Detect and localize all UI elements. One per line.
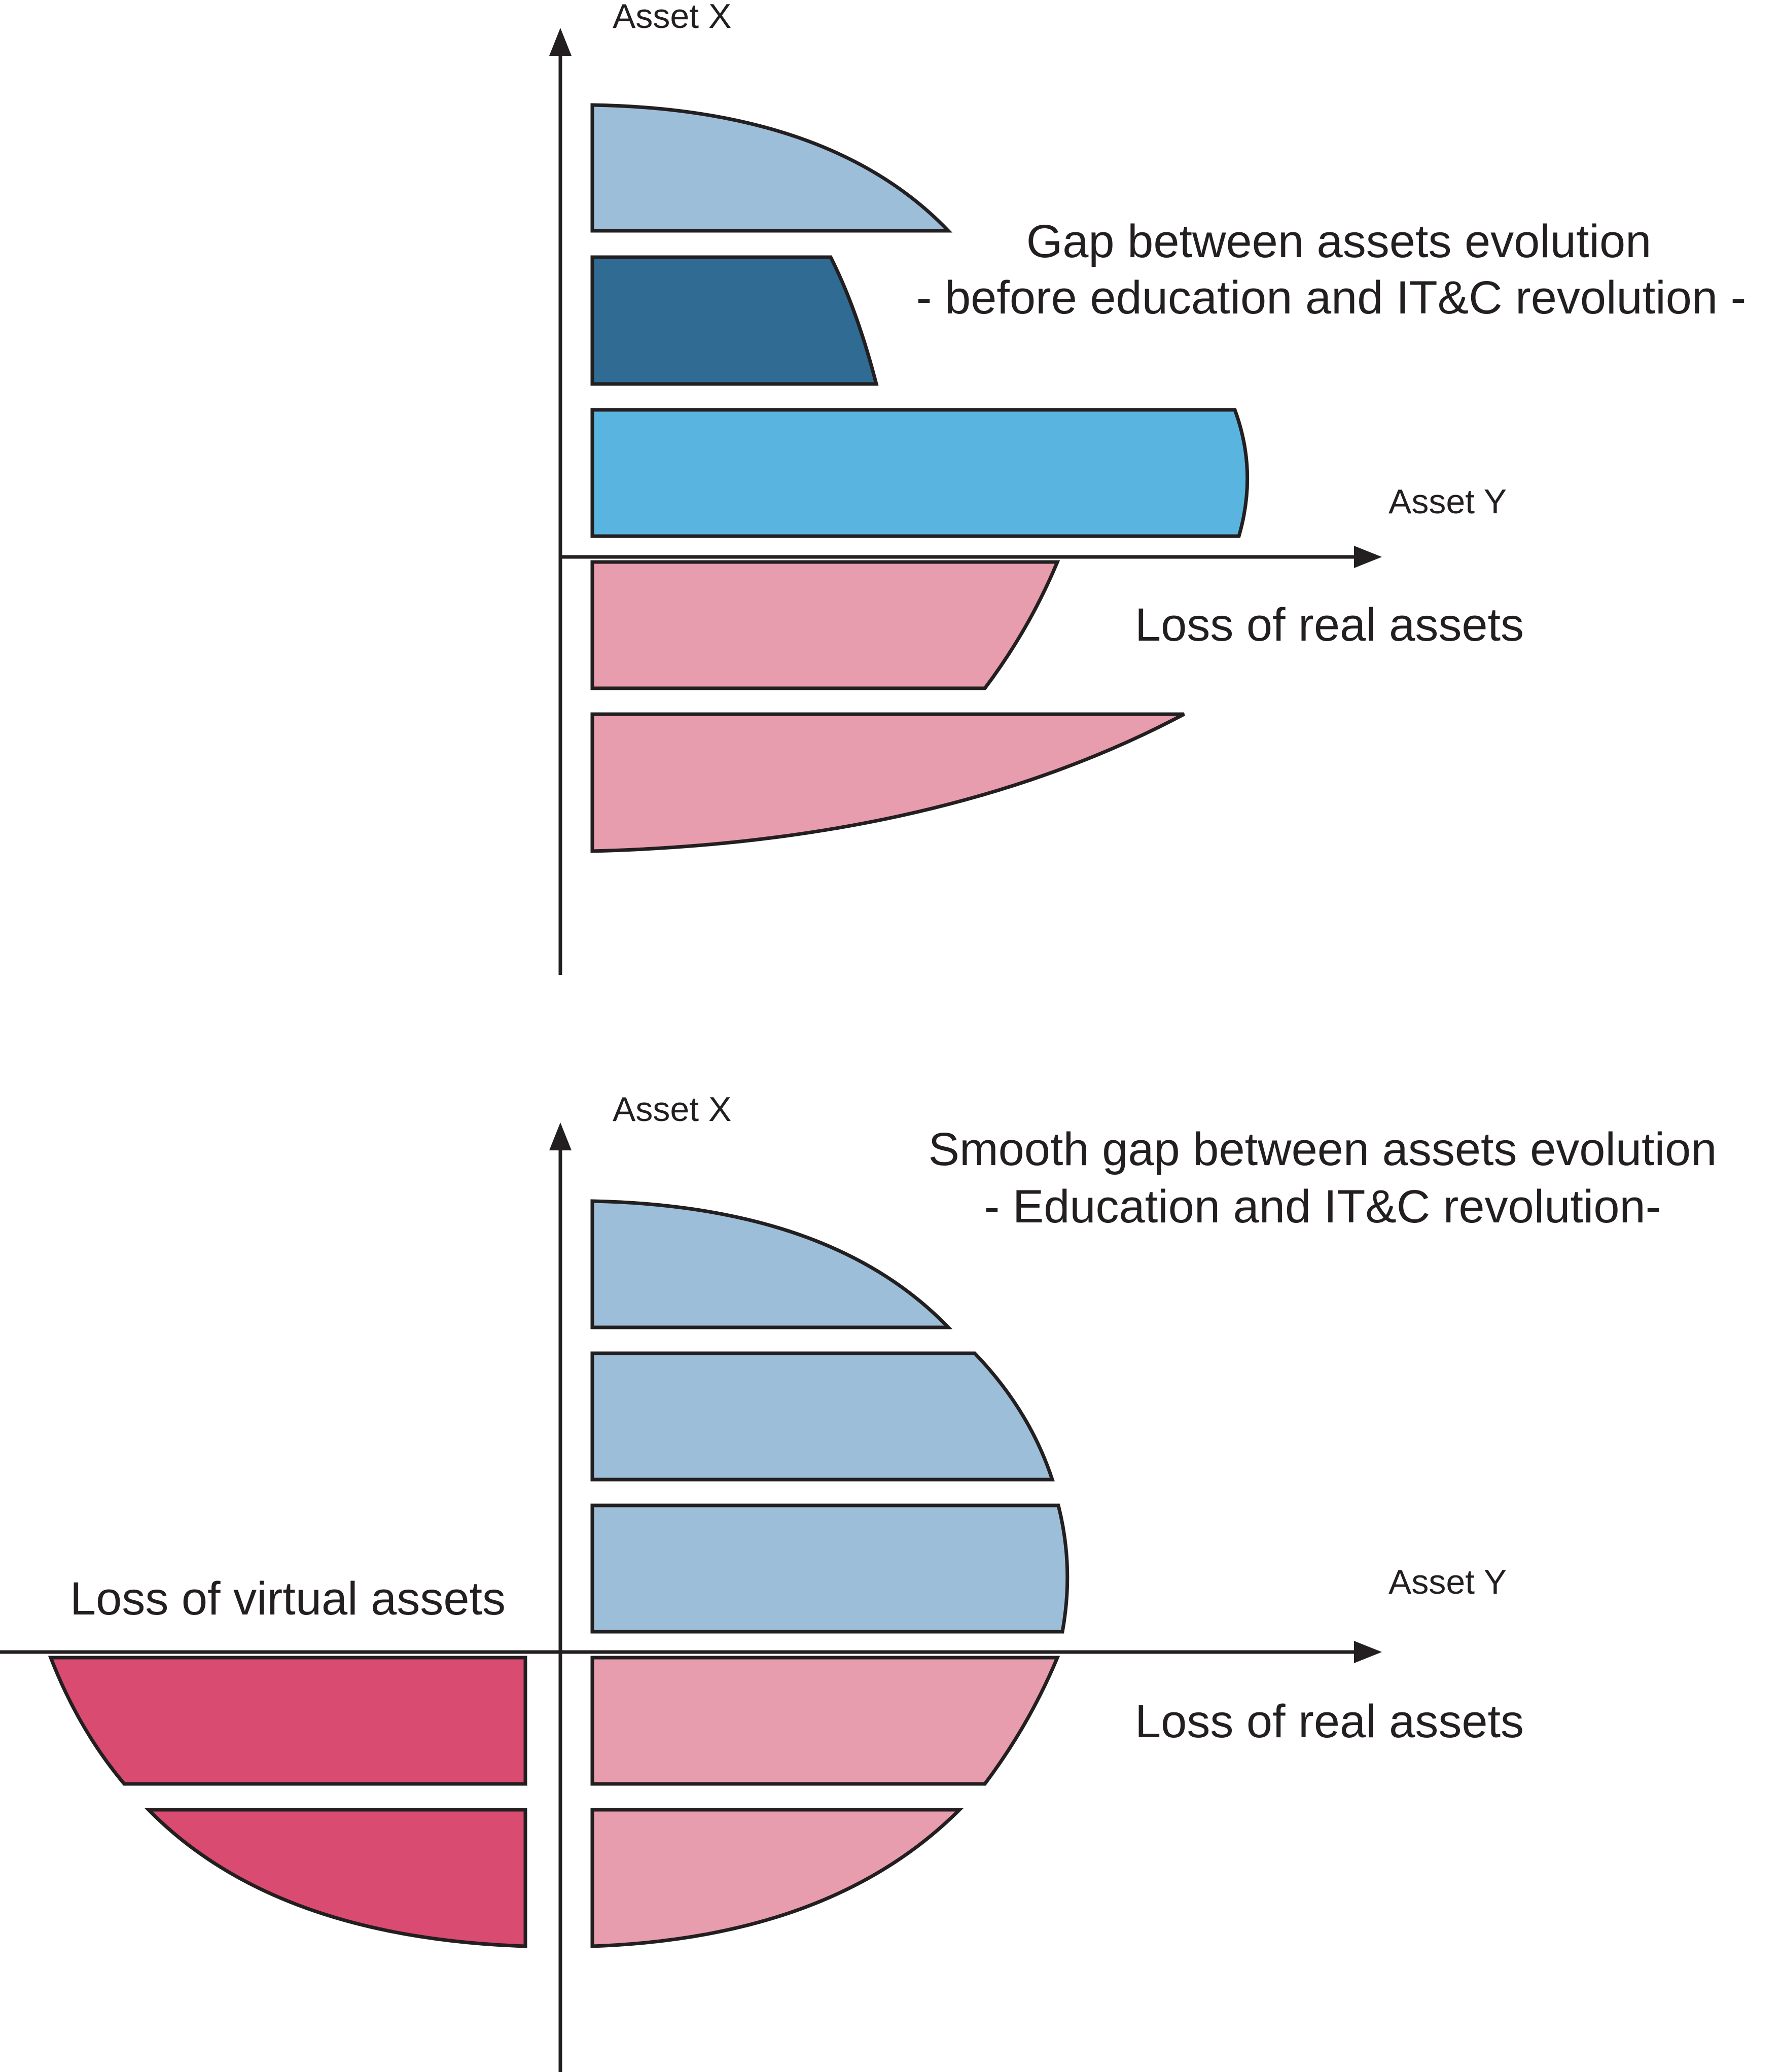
bottom-left-band-1 xyxy=(48,1656,527,1786)
top-band-3 xyxy=(590,408,1250,538)
bottom-band-3 xyxy=(590,1503,1070,1634)
bottom-title-line1: Smooth gap between assets evolution xyxy=(929,1123,1717,1175)
top-band-2 xyxy=(590,255,879,386)
bottom-band-4 xyxy=(590,1656,1060,1786)
bottom-vertical-axis-arrow xyxy=(549,1122,572,1150)
top-vertical-axis-arrow xyxy=(549,28,572,56)
top-band-4 xyxy=(590,560,1060,690)
bottom-loss-virtual-assets-label: Loss of virtual assets xyxy=(70,1573,506,1625)
bottom-axis-y-label: Asset Y xyxy=(1388,1563,1507,1601)
bottom-horizontal-axis-arrow xyxy=(1354,1641,1382,1663)
bottom-panel: Asset X Asset Y Smooth gap between asset… xyxy=(0,1090,1717,2072)
top-panel: Asset X Asset Y Gap between assets evolu… xyxy=(549,0,1746,975)
bottom-loss-real-assets-label: Loss of real assets xyxy=(1135,1696,1524,1747)
top-title-line1: Gap between assets evolution xyxy=(1026,216,1652,267)
top-axis-x-label: Asset X xyxy=(613,0,731,36)
top-horizontal-axis-arrow xyxy=(1354,546,1382,568)
bottom-band-2 xyxy=(590,1351,1055,1482)
top-band-1 xyxy=(590,103,953,233)
bottom-axis-x-label: Asset X xyxy=(613,1090,731,1129)
bottom-band-5 xyxy=(590,1808,964,1948)
top-title-line2: - before education and IT&C revolution - xyxy=(916,272,1746,324)
top-axis-y-label: Asset Y xyxy=(1388,482,1507,521)
top-band-5 xyxy=(590,712,1185,853)
bottom-left-band-2 xyxy=(144,1808,527,1948)
top-loss-real-assets-label: Loss of real assets xyxy=(1135,599,1524,651)
bottom-band-1 xyxy=(590,1199,953,1329)
bottom-title-line2: - Education and IT&C revolution- xyxy=(984,1181,1661,1233)
